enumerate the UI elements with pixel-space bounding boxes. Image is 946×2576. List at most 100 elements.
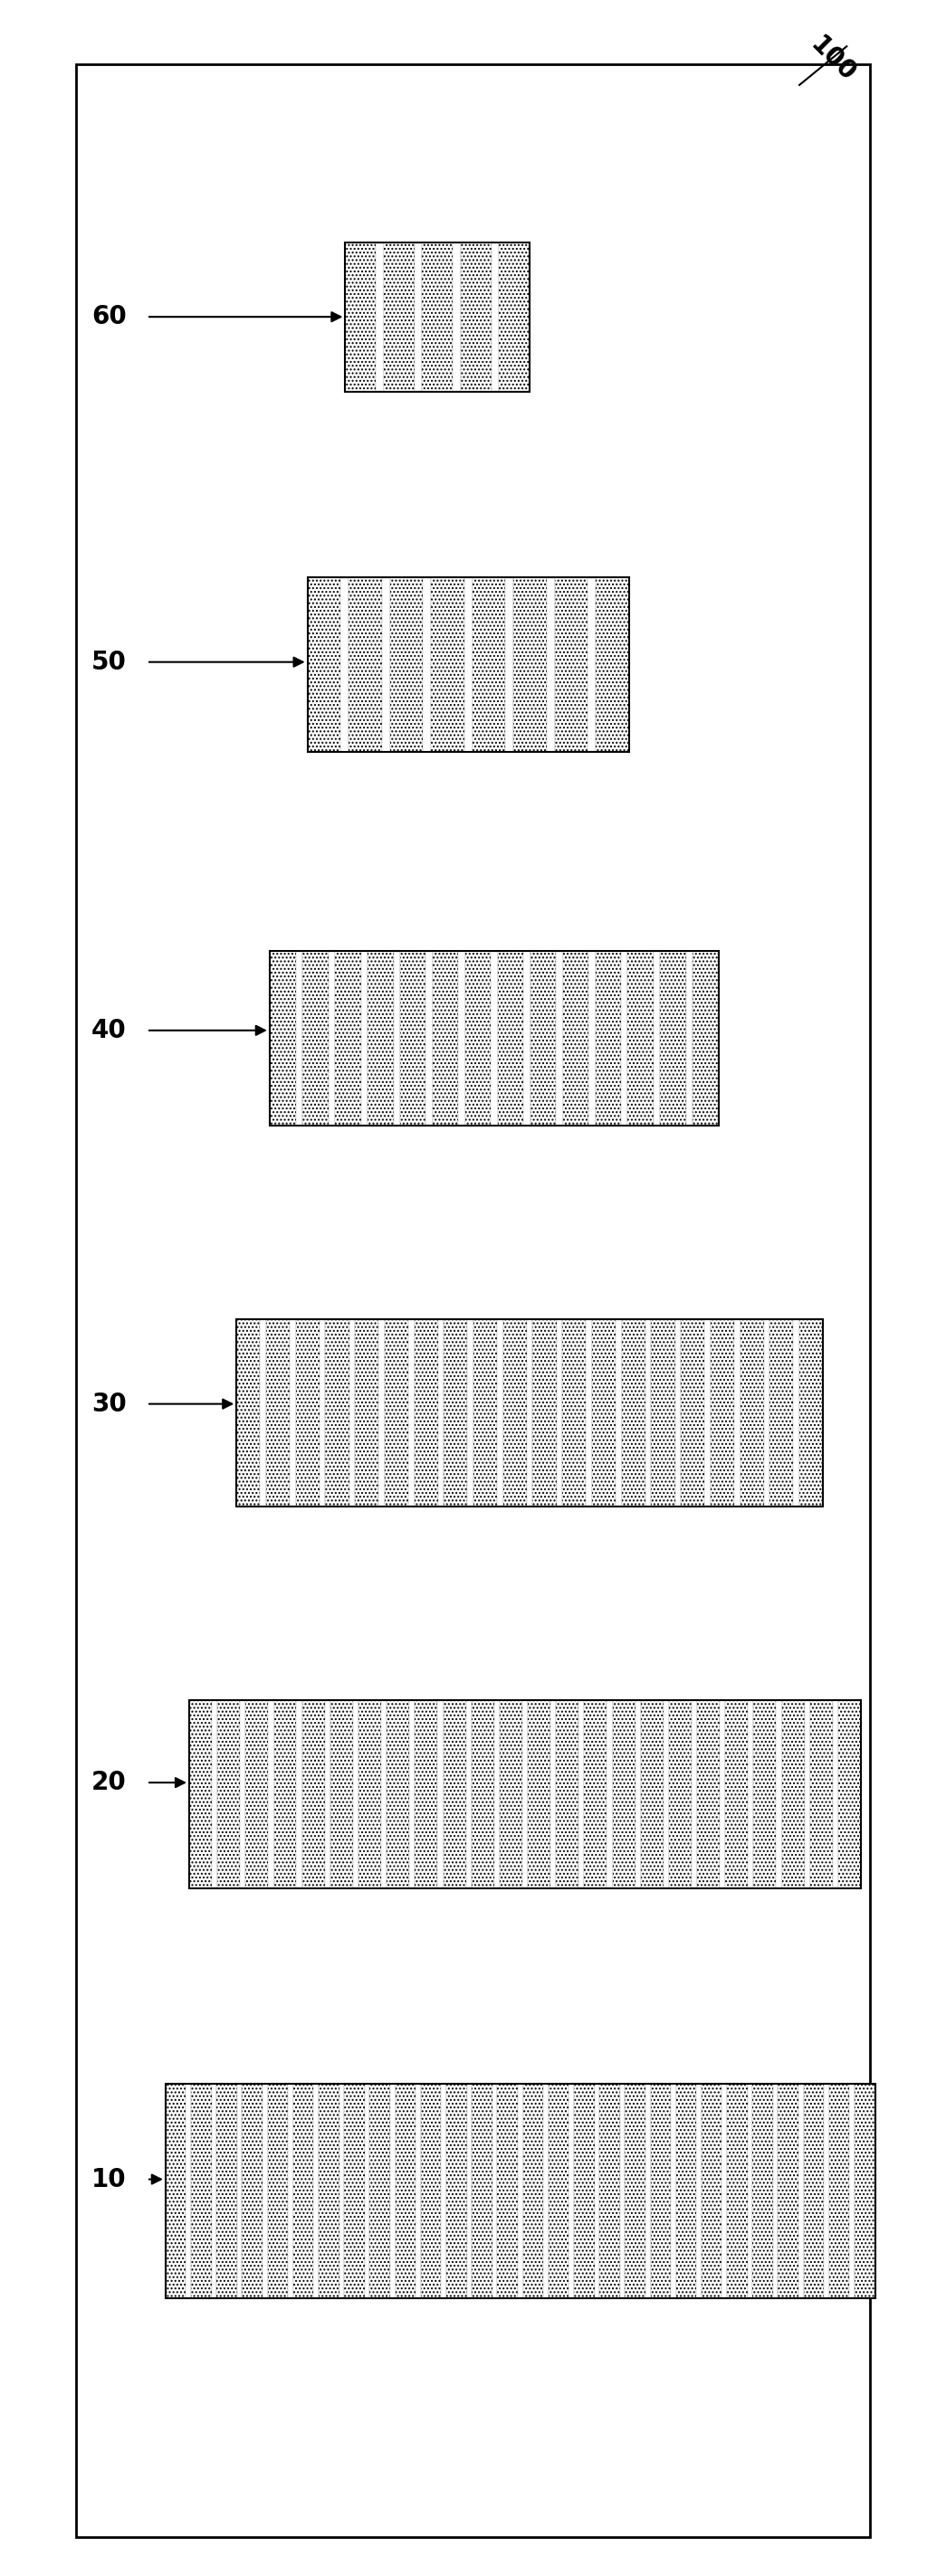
Bar bbox=[586, 1319, 592, 1507]
Bar bbox=[345, 242, 530, 392]
Bar bbox=[660, 951, 687, 1126]
Bar bbox=[341, 577, 349, 752]
Bar bbox=[472, 2084, 492, 2298]
Bar bbox=[628, 951, 654, 1126]
Bar bbox=[260, 1319, 266, 1507]
Bar bbox=[166, 2084, 875, 2298]
Bar bbox=[592, 1319, 616, 1507]
Bar bbox=[395, 2084, 415, 2298]
Bar bbox=[763, 1319, 770, 1507]
Bar bbox=[794, 1319, 799, 1507]
Bar bbox=[459, 951, 465, 1126]
Bar bbox=[441, 2084, 447, 2298]
Bar bbox=[491, 242, 499, 392]
Bar bbox=[381, 577, 390, 752]
Bar bbox=[410, 1700, 415, 1888]
Bar bbox=[186, 2084, 191, 2298]
Bar bbox=[523, 951, 530, 1126]
Bar bbox=[307, 577, 629, 752]
Bar bbox=[692, 1700, 697, 1888]
Bar bbox=[189, 1700, 861, 1888]
Bar bbox=[464, 577, 472, 752]
Bar bbox=[296, 1700, 302, 1888]
Bar bbox=[263, 2084, 268, 2298]
Bar bbox=[777, 1700, 781, 1888]
Bar bbox=[579, 1700, 585, 1888]
Bar bbox=[166, 2084, 186, 2298]
Bar bbox=[781, 1700, 804, 1888]
Bar bbox=[471, 1700, 494, 1888]
Bar bbox=[676, 2084, 696, 2298]
Bar bbox=[339, 2084, 344, 2298]
Bar bbox=[697, 1700, 720, 1888]
Bar bbox=[270, 951, 719, 1126]
Bar bbox=[503, 1319, 527, 1507]
Bar bbox=[461, 242, 491, 392]
Bar bbox=[600, 2084, 620, 2298]
Bar bbox=[472, 577, 505, 752]
Bar bbox=[465, 1700, 471, 1888]
Text: 100: 100 bbox=[805, 31, 860, 88]
Bar bbox=[799, 1319, 823, 1507]
Bar bbox=[191, 2084, 212, 2298]
Bar bbox=[734, 1319, 740, 1507]
Bar bbox=[555, 577, 587, 752]
Bar bbox=[296, 1319, 320, 1507]
Bar bbox=[212, 1700, 218, 1888]
Bar bbox=[607, 1700, 612, 1888]
Bar bbox=[640, 1700, 663, 1888]
Text: 40: 40 bbox=[91, 1018, 127, 1043]
Bar bbox=[349, 1319, 355, 1507]
Bar bbox=[236, 1319, 823, 1507]
Bar bbox=[522, 1700, 528, 1888]
Bar bbox=[353, 1700, 359, 1888]
Bar bbox=[344, 2084, 364, 2298]
Bar bbox=[770, 1319, 794, 1507]
Bar bbox=[415, 1700, 438, 1888]
Bar bbox=[302, 1700, 324, 1888]
Bar bbox=[307, 577, 341, 752]
Bar bbox=[674, 1319, 681, 1507]
Bar bbox=[76, 64, 870, 2537]
Bar bbox=[528, 1700, 551, 1888]
Bar bbox=[562, 1319, 586, 1507]
Bar bbox=[722, 2084, 727, 2298]
Bar bbox=[387, 1700, 410, 1888]
Bar bbox=[443, 1700, 465, 1888]
Bar bbox=[302, 951, 328, 1126]
Bar bbox=[394, 951, 400, 1126]
Bar bbox=[289, 1319, 296, 1507]
Bar bbox=[240, 1700, 246, 1888]
Bar bbox=[547, 577, 555, 752]
Bar bbox=[748, 1700, 754, 1888]
Bar bbox=[320, 1319, 325, 1507]
Bar bbox=[166, 2084, 875, 2298]
Bar bbox=[237, 2084, 242, 2298]
Bar bbox=[242, 2084, 263, 2298]
Bar bbox=[727, 2084, 747, 2298]
Bar bbox=[364, 2084, 370, 2298]
Bar bbox=[189, 1700, 861, 1888]
Bar bbox=[747, 2084, 753, 2298]
Bar bbox=[514, 577, 547, 752]
Bar bbox=[381, 1700, 387, 1888]
Bar bbox=[432, 951, 459, 1126]
Bar bbox=[824, 2084, 829, 2298]
Bar bbox=[360, 951, 367, 1126]
Bar bbox=[324, 1700, 330, 1888]
Bar bbox=[651, 2084, 671, 2298]
Bar bbox=[431, 577, 464, 752]
Bar bbox=[625, 2084, 645, 2298]
Bar bbox=[466, 2084, 472, 2298]
Bar bbox=[268, 2084, 288, 2298]
Bar bbox=[527, 1319, 533, 1507]
Bar bbox=[467, 1319, 474, 1507]
Bar bbox=[669, 1700, 692, 1888]
Bar bbox=[236, 1319, 260, 1507]
Bar bbox=[423, 577, 431, 752]
Bar bbox=[705, 1319, 710, 1507]
Bar bbox=[384, 242, 414, 392]
Text: 30: 30 bbox=[91, 1391, 127, 1417]
Bar bbox=[620, 2084, 625, 2298]
Bar bbox=[832, 1700, 838, 1888]
